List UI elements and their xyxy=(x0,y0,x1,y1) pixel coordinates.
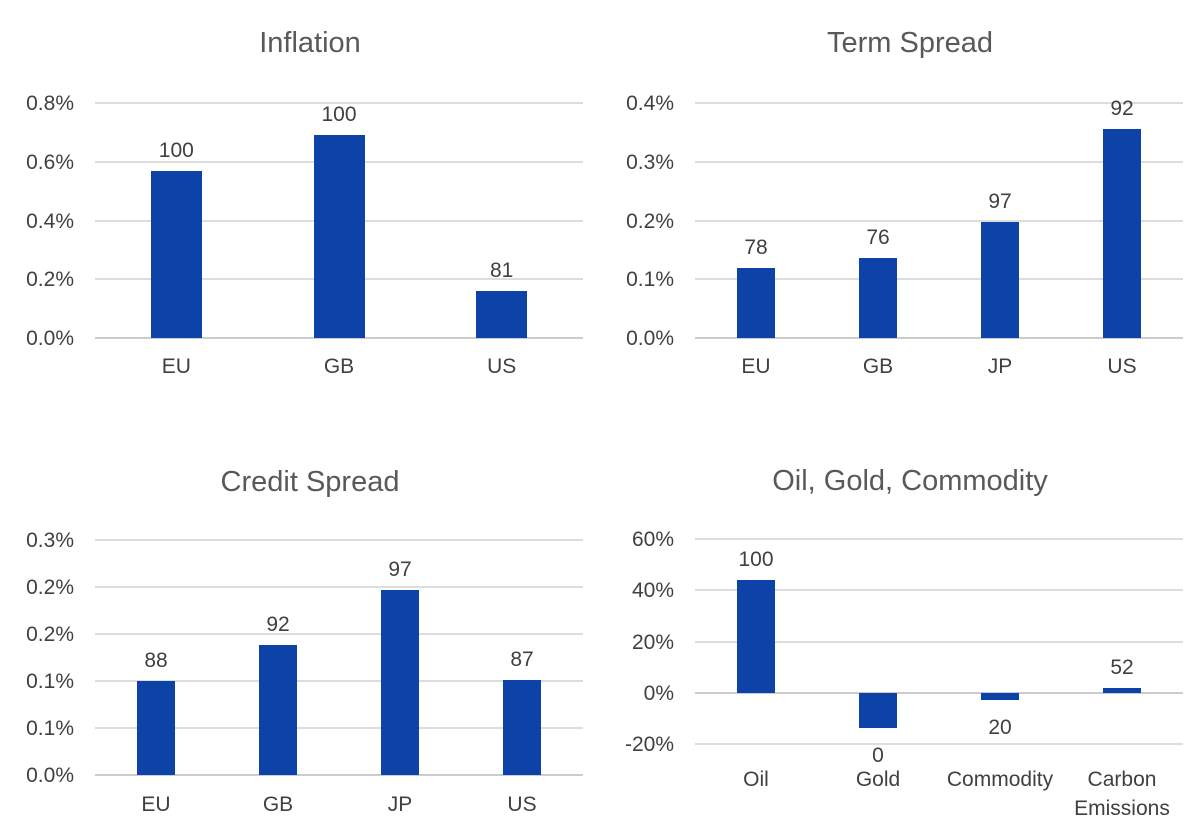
y-tick-label: 20% xyxy=(631,630,674,654)
bar-value-label: 100 xyxy=(738,548,774,571)
bar-value-label: 97 xyxy=(388,557,412,581)
bar-value-label: 0 xyxy=(872,743,884,767)
bar xyxy=(381,589,419,775)
bar xyxy=(737,580,775,693)
x-category-label: Gold xyxy=(855,768,901,791)
bar xyxy=(737,267,775,338)
bar xyxy=(137,681,175,775)
x-category-label: JP xyxy=(987,355,1013,378)
y-tick-label: 0.0% xyxy=(26,327,74,350)
bar xyxy=(981,692,1019,701)
gridline xyxy=(95,102,583,104)
bar xyxy=(1103,128,1141,338)
x-category-label: GB xyxy=(262,793,294,816)
y-tick-label: 0.8% xyxy=(26,92,74,115)
bar xyxy=(150,171,202,338)
y-tick-label: 0.1% xyxy=(626,268,674,292)
bar-value-label: 92 xyxy=(1110,96,1134,120)
y-tick-label: 40% xyxy=(631,579,674,603)
gridline xyxy=(695,278,1183,281)
y-tick-label: 0.4% xyxy=(26,209,74,233)
y-tick-label: 0.1% xyxy=(26,717,74,740)
gridline xyxy=(695,160,1183,163)
y-tick-label: 0.3% xyxy=(26,529,74,552)
gridline xyxy=(95,586,583,588)
bar xyxy=(503,680,541,775)
bar-value-label: 78 xyxy=(744,235,768,259)
bar xyxy=(859,258,897,338)
y-tick-label: 0.0% xyxy=(26,764,74,787)
y-tick-label: 0% xyxy=(643,681,674,705)
chart-title: Inflation xyxy=(259,27,361,59)
gridline xyxy=(95,727,583,729)
bar xyxy=(859,692,897,728)
y-tick-label: 0.2% xyxy=(26,576,74,599)
gridline xyxy=(695,219,1183,222)
chart-panel-inflation: Inflation 0.8% 0.6% 0.4% 0.2% 0.0% 100 EU 100 GB… xyxy=(0,0,600,414)
axis-zero-line xyxy=(695,337,1183,339)
gridline xyxy=(695,538,1183,540)
bar xyxy=(981,222,1019,338)
bar-value-label: 100 xyxy=(158,139,194,163)
gridline xyxy=(95,633,583,635)
bar xyxy=(313,135,365,338)
bar xyxy=(476,291,528,338)
bar-value-label: 97 xyxy=(988,190,1012,214)
bar xyxy=(259,645,297,775)
y-tick-label: 60% xyxy=(631,528,674,551)
bar-value-label: 20 xyxy=(988,716,1012,740)
chart-panel-oil-gold-commodity: Oil, Gold, Commodity 60% 40% 20% 0% -20% 100 O… xyxy=(600,414,1200,829)
x-category-label: EU xyxy=(141,793,171,816)
bar-value-label: 92 xyxy=(266,613,290,637)
x-category-label: Commodity xyxy=(946,768,1054,791)
y-tick-label: 0.0% xyxy=(626,327,674,350)
y-tick-label: 0.2% xyxy=(626,209,674,233)
y-tick-label: 0.1% xyxy=(26,670,74,693)
y-tick-label: 0.4% xyxy=(626,92,674,115)
bar-value-label: 87 xyxy=(510,648,534,672)
x-category-label: US xyxy=(1107,355,1137,378)
gridline xyxy=(95,539,583,541)
bar xyxy=(1103,687,1141,693)
x-category-label: EU xyxy=(741,355,771,378)
axis-zero-line xyxy=(695,691,1183,694)
chart-title: Oil, Gold, Commodity xyxy=(772,465,1048,497)
axis-zero-line xyxy=(95,337,583,339)
gridline xyxy=(695,743,1183,745)
chart-panel-credit-spread: Credit Spread 0.3% 0.2% 0.2% 0.1% 0.1% 0.0% 88… xyxy=(0,414,600,829)
gridline xyxy=(695,640,1183,643)
bar-value-label: 100 xyxy=(321,103,357,127)
y-tick-label: 0.2% xyxy=(26,623,74,646)
y-tick-label: 0.3% xyxy=(626,150,674,174)
x-category-label: Oil xyxy=(743,768,769,791)
x-category-label: Carbon Emissions xyxy=(1074,768,1170,820)
x-category-label: US xyxy=(507,793,537,816)
gridline xyxy=(95,680,583,682)
x-category-label: US xyxy=(487,355,517,378)
x-category-label: GB xyxy=(323,355,355,378)
gridline xyxy=(695,589,1183,592)
y-tick-label: 0.2% xyxy=(26,268,74,292)
bar-value-label: 52 xyxy=(1110,655,1134,679)
bar-value-label: 81 xyxy=(489,259,514,282)
gridline xyxy=(695,102,1183,104)
chart-panel-term-spread: Term Spread 0.4% 0.3% 0.2% 0.1% 0.0% 78 EU 76 GB… xyxy=(600,0,1200,414)
chart-title: Term Spread xyxy=(826,27,993,59)
y-tick-label: 0.6% xyxy=(26,150,74,174)
y-tick-label: -20% xyxy=(624,733,674,756)
x-category-label: GB xyxy=(862,355,894,378)
bar-value-label: 76 xyxy=(866,226,890,250)
axis-zero-line xyxy=(95,774,583,776)
chart-title: Credit Spread xyxy=(220,466,400,498)
bar-value-label: 88 xyxy=(144,649,168,672)
x-category-label: EU xyxy=(161,355,191,378)
x-category-label: JP xyxy=(387,793,413,816)
